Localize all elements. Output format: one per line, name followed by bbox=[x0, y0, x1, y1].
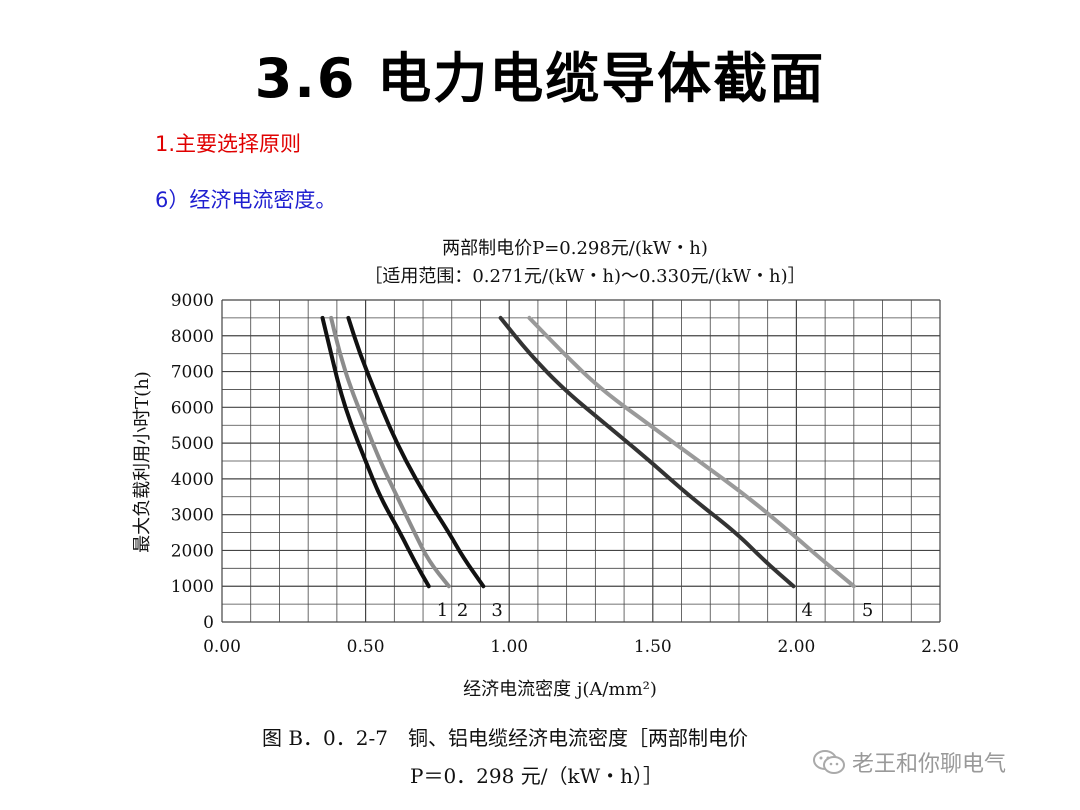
x-tick-label: 1.00 bbox=[490, 637, 528, 657]
series-label-4: 4 bbox=[802, 600, 813, 621]
chart-series bbox=[320, 315, 856, 589]
chart-title: 两部制电价P=0.298元/(kW・h) bbox=[442, 238, 708, 259]
y-tick-label: 7000 bbox=[171, 363, 214, 383]
y-axis-ticks: 0 1000 2000 3000 4000 5000 6000 7000 8000 9000 bbox=[171, 291, 214, 633]
x-tick-label: 2.00 bbox=[777, 637, 815, 657]
y-tick-label: 6000 bbox=[171, 398, 214, 418]
y-tick-label: 0 bbox=[203, 613, 214, 633]
economic-current-density-chart: 两部制电价P=0.298元/(kW・h) ［适用范围：0.271元/(kW・h)… bbox=[132, 238, 959, 700]
y-tick-label: 8000 bbox=[171, 327, 214, 347]
y-tick-label: 1000 bbox=[171, 577, 214, 597]
x-axis-label: 经济电流密度 j(A/mm²) bbox=[463, 679, 657, 700]
series-label-1: 1 bbox=[437, 600, 448, 621]
x-tick-label: 0.00 bbox=[203, 637, 241, 657]
figure-caption-line2: P＝0．298 元/（kW・h）］ bbox=[410, 764, 664, 788]
figure-caption-line1: 图 B．0．2-7 铜、铝电缆经济电流密度［两部制电价 bbox=[262, 726, 748, 750]
x-tick-label: 2.50 bbox=[921, 637, 959, 657]
x-tick-label: 0.50 bbox=[347, 637, 385, 657]
y-tick-label: 9000 bbox=[171, 291, 214, 311]
bullet-text: 6）经济电流密度。 bbox=[155, 188, 337, 212]
series-line-1 bbox=[320, 315, 431, 589]
watermark: 老王和你聊电气 bbox=[812, 746, 1006, 778]
y-tick-label: 5000 bbox=[171, 434, 214, 454]
section-heading: 1.主要选择原则 bbox=[155, 132, 302, 156]
series-line-4 bbox=[498, 315, 796, 589]
y-tick-label: 4000 bbox=[171, 470, 214, 490]
watermark-text: 老王和你聊电气 bbox=[852, 752, 1007, 777]
chart-grid bbox=[221, 299, 941, 623]
series-line-3 bbox=[346, 315, 486, 589]
y-tick-label: 3000 bbox=[171, 506, 214, 526]
series-label-3: 3 bbox=[491, 600, 502, 621]
chart-subtitle: ［适用范围：0.271元/(kW・h)～0.330元/(kW・h)］ bbox=[364, 266, 805, 287]
y-axis-label: 最大负载利用小时T(h) bbox=[132, 371, 153, 553]
page-title: 3.6 电力电缆导体截面 bbox=[254, 47, 826, 110]
x-axis-ticks: 0.00 0.50 1.00 1.50 2.00 2.50 bbox=[203, 637, 959, 657]
series-label-2: 2 bbox=[457, 600, 468, 621]
y-tick-label: 2000 bbox=[171, 541, 214, 561]
wechat-icon bbox=[813, 750, 845, 774]
series-line-5 bbox=[527, 315, 856, 589]
series-line-2 bbox=[329, 315, 451, 589]
x-tick-label: 1.50 bbox=[634, 637, 672, 657]
series-label-5: 5 bbox=[862, 600, 873, 621]
